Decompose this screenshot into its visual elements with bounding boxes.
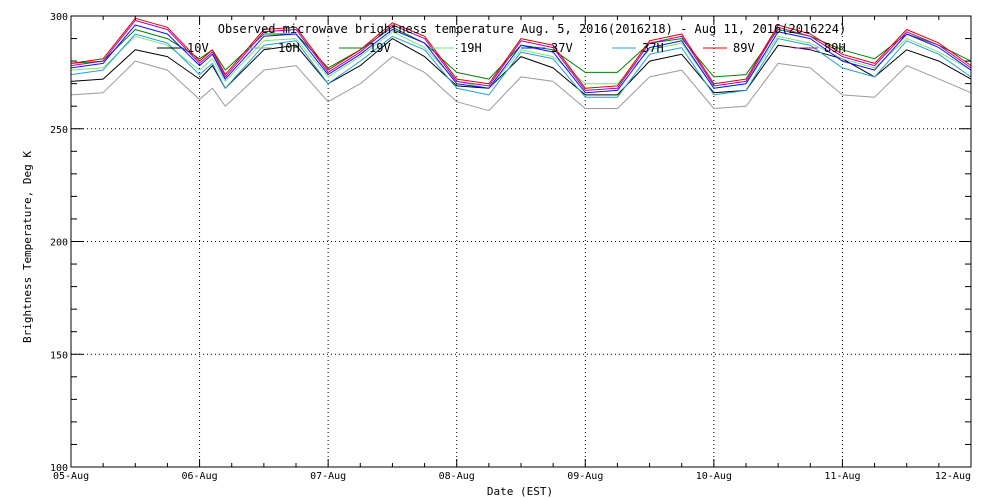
legend-label-89h: 89H <box>824 41 846 55</box>
x-tick-label: 07-Aug <box>310 471 346 482</box>
x-tick-label: 05-Aug <box>53 471 89 482</box>
x-axis-title: Date (EST) <box>487 485 553 498</box>
y-axis-title: Brightness Temperature, Deg K <box>21 151 34 343</box>
axis-ticks <box>70 15 972 468</box>
legend-label-19v: 19V <box>369 41 391 55</box>
y-tick-label: 300 <box>50 12 68 23</box>
y-tick-label: 200 <box>50 238 68 249</box>
x-tick-label: 08-Aug <box>439 471 475 482</box>
y-tick-label: 100 <box>50 463 68 474</box>
series-line-37h <box>70 33 972 98</box>
legend-label-19h: 19H <box>460 41 482 55</box>
series-line-10v <box>70 38 972 96</box>
series-line-37v <box>70 24 972 94</box>
series-line-19h <box>70 31 972 89</box>
x-tick-label: 12-Aug <box>935 471 971 482</box>
x-tick-label: 10-Aug <box>696 471 732 482</box>
x-tick-label: 09-Aug <box>567 471 603 482</box>
chart-title: Observed microwave brightness temperatur… <box>218 22 847 36</box>
y-tick-label: 250 <box>50 125 68 136</box>
y-tick-label: 150 <box>50 350 68 361</box>
x-tick-label: 06-Aug <box>182 471 218 482</box>
legend-label-10v: 10V <box>187 41 209 55</box>
series-line-10h <box>70 56 972 112</box>
y-axis-tick-labels: 100 150 200 250 300 <box>50 12 68 474</box>
legend-label-89v: 89V <box>733 41 755 55</box>
legend: 10V 10H 19V 19H 37V 37H 89V 89H <box>157 41 846 55</box>
series-line-89h <box>70 20 972 91</box>
x-axis-tick-labels: 05-Aug 06-Aug 07-Aug 08-Aug 09-Aug 10-Aug 11-A… <box>53 471 971 482</box>
legend-label-10h: 10H <box>278 41 300 55</box>
grid-lines <box>71 16 971 467</box>
x-tick-label: 11-Aug <box>824 471 860 482</box>
series-lines <box>70 17 972 112</box>
series-line-89v <box>70 17 972 89</box>
legend-label-37v: 37V <box>551 41 573 55</box>
legend-label-37h: 37H <box>642 41 664 55</box>
